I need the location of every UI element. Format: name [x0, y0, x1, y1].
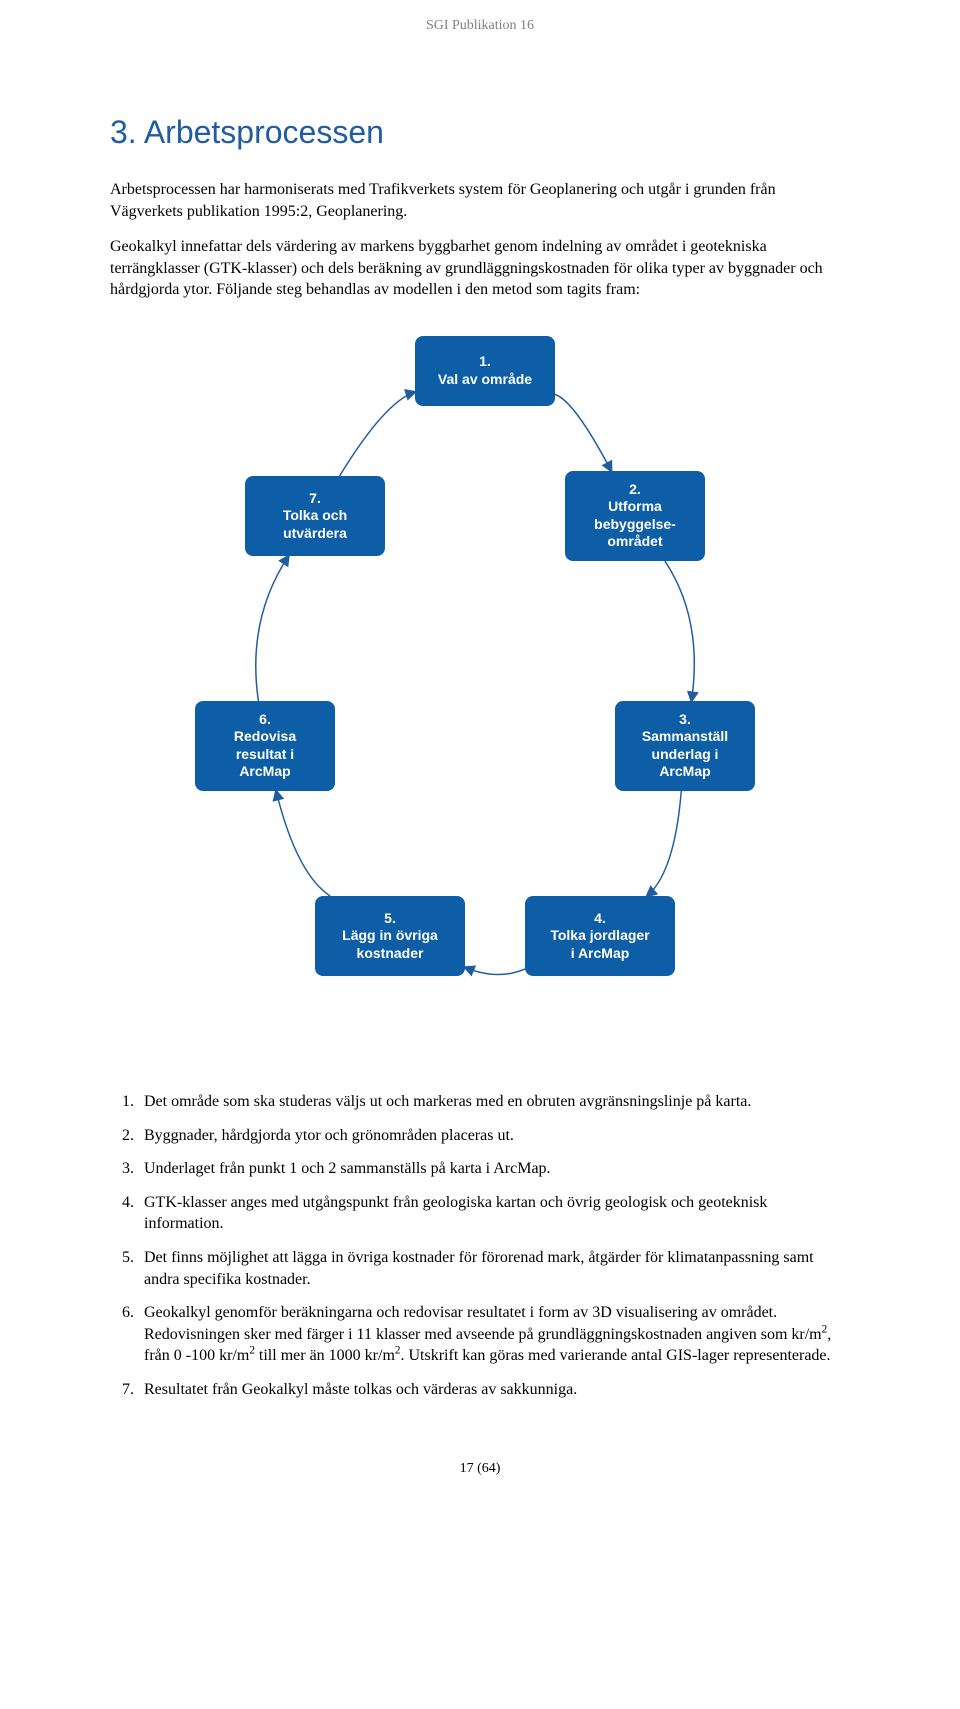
header-publication: SGI Publikation 16 [110, 18, 850, 34]
diagram-edge-n2-n3 [665, 561, 694, 701]
diagram-edge-n6-n7 [256, 556, 289, 701]
diagram-edge-n5-n6 [276, 791, 330, 896]
diagram-node-n2: 2. Utforma bebyggelse- området [565, 471, 705, 561]
diagram-node-n4: 4. Tolka jordlager i ArcMap [525, 896, 675, 976]
diagram-edge-n7-n1 [340, 392, 415, 476]
diagram-edge-n1-n2 [555, 394, 611, 471]
page-number: 17 (64) [110, 1461, 850, 1477]
intro-para-2: Geokalkyl innefattar dels värdering av m… [110, 236, 850, 301]
step-item-4: GTK-klasser anges med utgångspunkt från … [138, 1192, 850, 1235]
diagram-node-n1: 1. Val av område [415, 336, 555, 406]
step-item-7: Resultatet från Geokalkyl måste tolkas o… [138, 1379, 850, 1401]
step-item-5: Det finns möjlighet att lägga in övriga … [138, 1247, 850, 1290]
section-title: 3. Arbetsprocessen [110, 114, 850, 151]
intro-para-1: Arbetsprocessen har harmoniserats med Tr… [110, 179, 850, 222]
step-item-3: Underlaget från punkt 1 och 2 sammanstäl… [138, 1158, 850, 1180]
process-diagram: 1. Val av område2. Utforma bebyggelse- o… [140, 331, 820, 1051]
diagram-node-n6: 6. Redovisa resultat i ArcMap [195, 701, 335, 791]
step-item-6: Geokalkyl genomför beräkningarna och red… [138, 1302, 850, 1367]
diagram-node-n7: 7. Tolka och utvärdera [245, 476, 385, 556]
diagram-edge-n3-n4 [647, 791, 681, 896]
step-item-1: Det område som ska studeras väljs ut och… [138, 1091, 850, 1113]
diagram-node-n5: 5. Lägg in övriga kostnader [315, 896, 465, 976]
diagram-node-n3: 3. Sammanställ underlag i ArcMap [615, 701, 755, 791]
diagram-arrows [140, 331, 820, 1051]
steps-list: Det område som ska studeras väljs ut och… [110, 1091, 850, 1401]
diagram-edge-n4-n5 [465, 967, 525, 974]
step-item-2: Byggnader, hårdgjorda ytor och grönområd… [138, 1125, 850, 1147]
